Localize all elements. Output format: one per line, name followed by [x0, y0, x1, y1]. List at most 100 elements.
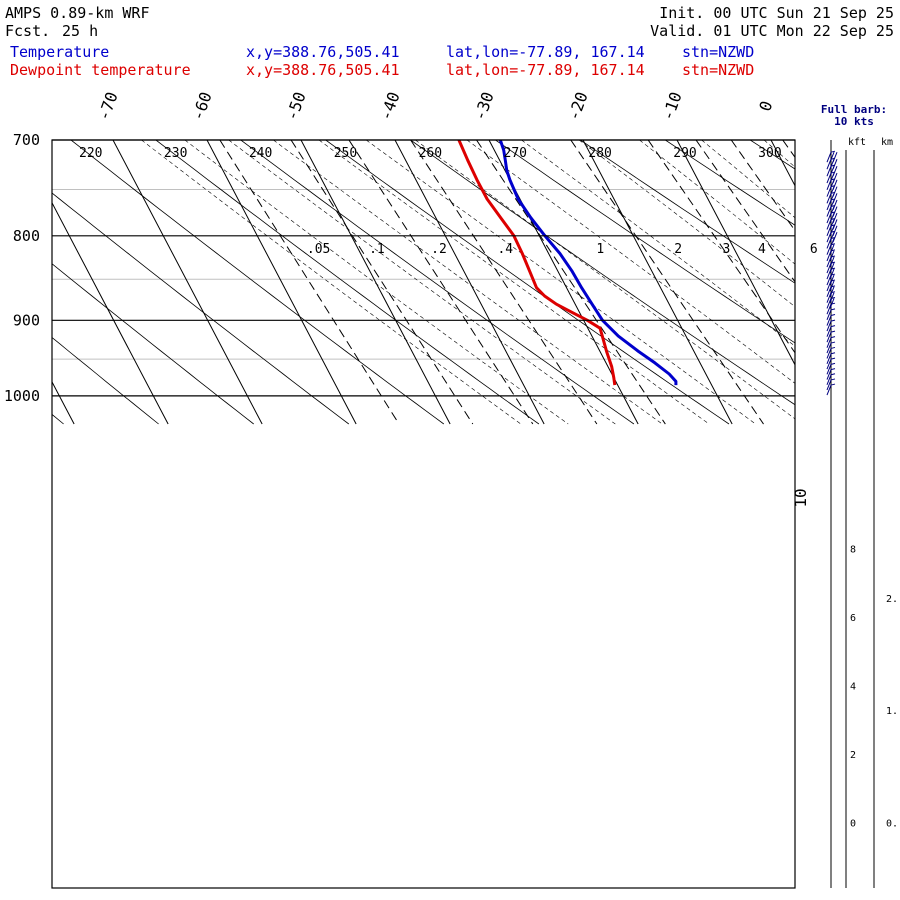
- wind-barb-staff: [830, 368, 836, 371]
- wind-barb-flag: [826, 206, 832, 217]
- wind-barb-flag: [829, 262, 835, 274]
- km-tick-label: 1.: [886, 706, 898, 717]
- mixing-ratio-label: .2: [431, 242, 447, 257]
- wind-barb-flag: [829, 280, 835, 292]
- moist-adiabat-line: [763, 140, 795, 168]
- wind-barb-staff: [830, 319, 836, 322]
- valid-time: Valid. 01 UTC Mon 22 Sep 25: [650, 22, 894, 40]
- wind-barb-staff: [830, 164, 836, 167]
- wind-barb-staff: [830, 157, 836, 160]
- wind-barb-staff: [830, 336, 836, 339]
- wind-barb-staff: [830, 255, 836, 258]
- wind-barb-staff: [830, 249, 836, 252]
- wind-barb-flag: [826, 152, 832, 163]
- wind-barb-staff: [830, 237, 836, 239]
- mixing-ratio-label: 3: [723, 242, 731, 257]
- dry-adiabat-line: [52, 336, 159, 425]
- mixing-ratio-label: 2: [674, 242, 682, 257]
- wind-barb-flag: [826, 199, 832, 211]
- wind-barb-staff: [830, 243, 836, 246]
- wind-barb-staff: [830, 171, 836, 174]
- wind-barb-flag: [826, 244, 832, 255]
- dry-adiabat-label: 220: [79, 146, 102, 161]
- isotherm-tick-label: -50: [282, 89, 310, 123]
- mixing-ratio-line: [410, 140, 598, 425]
- wind-barb-flag: [826, 326, 832, 337]
- barb-legend-line1: Full barb:: [821, 103, 887, 116]
- dry-adiabat-label: 300: [758, 146, 781, 161]
- wind-barb-flag: [829, 256, 835, 268]
- wind-barb-flag: [826, 315, 832, 326]
- wind-barb-flag: [826, 298, 832, 309]
- wind-barb-staff: [830, 357, 836, 360]
- barb-legend-line2: 10 kts: [834, 115, 874, 128]
- km-tick-label: 2.: [886, 594, 898, 605]
- wind-barb-staff: [830, 291, 836, 294]
- dry-adiabat-label: 240: [249, 146, 272, 161]
- wind-barb-flag: [826, 379, 832, 391]
- pressure-tick-label: 900: [13, 311, 40, 329]
- legend-temperature-station: stn=NZWD: [682, 43, 755, 61]
- wind-barb-staff: [830, 330, 836, 333]
- wind-barb-staff: [830, 230, 836, 233]
- wind-barb-flag: [826, 280, 832, 292]
- wind-barb-staff: [830, 198, 836, 201]
- pressure-tick-label: 1000: [4, 387, 40, 405]
- mixing-ratio-line: [219, 140, 400, 425]
- legend-dewpoint-name: Dewpoint temperature: [10, 61, 191, 79]
- wind-barb-flag: [826, 292, 832, 303]
- kft-tick-label: 4: [850, 682, 856, 693]
- wind-barb-flag: [829, 268, 835, 280]
- isotherm-line: [52, 201, 169, 425]
- wind-barb-flag: [829, 274, 835, 286]
- moist-adiabat-line: [318, 140, 710, 425]
- wind-barb-staff: [830, 362, 836, 365]
- moist-adiabat-line: [826, 140, 900, 424]
- wind-barb-staff: [830, 217, 836, 220]
- temperature-trace: [498, 140, 678, 386]
- legend-dewpoint-station: stn=NZWD: [682, 61, 755, 79]
- model-title: AMPS 0.89-km WRF: [5, 4, 150, 22]
- kft-axis-title: kft: [848, 137, 866, 148]
- wind-barb-flag: [826, 342, 832, 354]
- wind-barb-flag: [826, 274, 832, 286]
- wind-barb-flag: [826, 369, 832, 380]
- isotherm-line: [676, 140, 795, 366]
- dry-adiabat-label: 250: [334, 146, 357, 161]
- mixing-ratio-line: [476, 140, 666, 425]
- moist-adiabat-line: [415, 140, 795, 420]
- wind-barb-flag: [826, 262, 832, 274]
- wind-barb-flag: [826, 320, 832, 332]
- dry-adiabat-line: [52, 192, 350, 425]
- isotherm-line: [300, 140, 451, 425]
- plot-frame: [51, 139, 796, 889]
- wind-barb-staff: [830, 341, 836, 344]
- mixing-ratio-label: .05: [307, 242, 330, 257]
- kft-tick-label: 6: [850, 613, 856, 624]
- wind-barb-staff: [830, 279, 836, 282]
- dry-adiabat-line: [749, 140, 795, 170]
- wind-barb-staff: [830, 224, 836, 227]
- wind-barb-flag: [826, 256, 832, 268]
- dry-adiabat-label: 280: [588, 146, 611, 161]
- wind-barb-flag: [829, 250, 835, 262]
- wind-barb-staff: [830, 383, 836, 386]
- moist-adiabat-line: [701, 140, 795, 219]
- plot-border: [51, 139, 796, 889]
- wind-barb-staff: [830, 211, 836, 214]
- wind-barb-staff: [830, 373, 836, 376]
- mixing-ratio-label: 4: [758, 242, 766, 257]
- dry-adiabat-line: [410, 140, 795, 406]
- mixing-ratio-line: [348, 140, 534, 425]
- wind-barb-staff: [830, 314, 836, 316]
- dry-adiabat-line: [52, 263, 254, 425]
- wind-barb-flag: [826, 159, 832, 170]
- dry-adiabat-label: 290: [673, 146, 696, 161]
- wind-barb-staff: [830, 273, 836, 276]
- wind-barb-panel: Full barb: 10 kts kft km 10 0 2 4 6 8 0. 1. 2.: [791, 103, 898, 888]
- wind-barb-flag: [829, 292, 835, 303]
- isotherm-line: [582, 140, 733, 425]
- wind-barb-flag: [826, 172, 832, 184]
- moist-adiabat-line: [228, 140, 616, 425]
